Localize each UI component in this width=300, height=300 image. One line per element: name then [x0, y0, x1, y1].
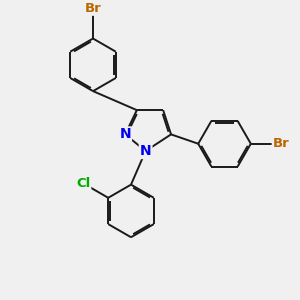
Text: Br: Br [273, 137, 290, 150]
Text: Cl: Cl [76, 177, 90, 190]
Text: Br: Br [85, 2, 101, 15]
Text: N: N [140, 144, 152, 158]
Text: N: N [119, 128, 131, 141]
